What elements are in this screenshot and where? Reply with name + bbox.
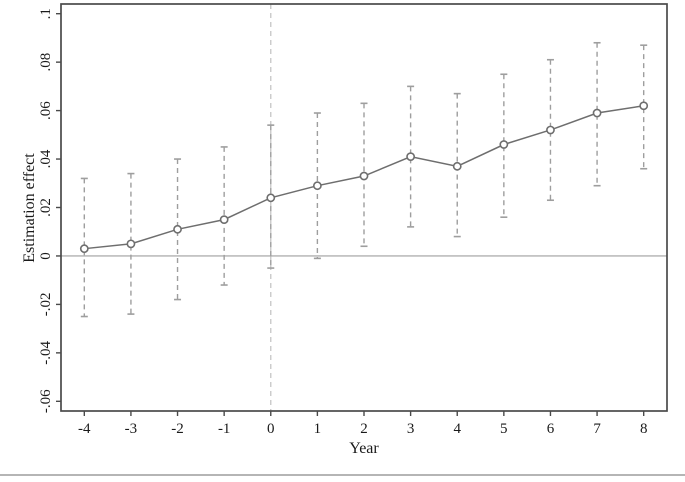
error-bar — [453, 92, 461, 238]
data-point-marker — [546, 125, 555, 135]
data-point-marker — [266, 193, 276, 203]
plot-frame — [60, 3, 668, 412]
data-point-marker — [359, 171, 369, 181]
x-tick-label: 4 — [453, 421, 461, 437]
error-bar — [80, 177, 88, 318]
data-point-marker — [173, 224, 182, 234]
data-point-marker — [452, 161, 462, 171]
y-tick-label: .04 — [38, 149, 54, 168]
y-tick-label: .08 — [38, 53, 54, 72]
reference-lines-layer — [61, 4, 667, 411]
data-point-marker — [126, 239, 136, 249]
error-bar — [360, 102, 368, 248]
tick-labels-layer: .1 .08 .06 .04 .02 0 -.02 -.04 -.06 -4 -3 -2 -1 0 1 2 3 4… — [38, 8, 647, 437]
y-tick-label: .1 — [38, 8, 54, 19]
x-tick-label: 5 — [500, 421, 508, 437]
y-tick-label: .06 — [38, 101, 54, 120]
error-bar — [500, 73, 508, 218]
x-tick-label: 0 — [267, 421, 275, 437]
data-point-marker — [219, 215, 229, 225]
error-bar — [220, 146, 228, 286]
data-point-marker — [312, 181, 322, 191]
data-point-marker — [592, 108, 602, 118]
x-tick-label: -3 — [125, 421, 138, 437]
error-bar — [267, 124, 275, 269]
data-point-marker — [499, 140, 509, 149]
error-bar — [593, 41, 601, 187]
y-tick-label: -.02 — [38, 293, 54, 317]
axis-ticks-layer — [56, 12, 645, 416]
y-tick-label: .02 — [38, 198, 54, 217]
x-tick-label: 8 — [640, 421, 648, 437]
x-tick-label: 2 — [360, 421, 368, 437]
x-tick-label: -2 — [171, 421, 184, 437]
x-tick-label: 6 — [547, 421, 555, 437]
y-tick-label: -.04 — [38, 341, 54, 365]
x-tick-label: 1 — [314, 421, 322, 437]
x-axis-title: Year — [349, 440, 379, 457]
x-tick-label: 3 — [407, 421, 415, 437]
data-point-marker — [79, 244, 89, 254]
error-bar — [127, 172, 135, 315]
y-tick-label: 0 — [38, 252, 54, 260]
data-point-marker — [639, 101, 649, 111]
plot-frame-layer — [60, 3, 668, 412]
page-bottom-divider — [0, 474, 685, 476]
error-bar — [640, 44, 648, 170]
x-tick-label: -1 — [218, 421, 231, 437]
x-tick-label: 7 — [593, 421, 601, 437]
y-axis-title: Estimation effect — [21, 153, 38, 263]
series-layer — [79, 101, 649, 254]
x-tick-label: -4 — [78, 421, 91, 437]
y-tick-label: -.06 — [38, 389, 54, 413]
error-bar — [546, 58, 554, 202]
data-point-marker — [406, 152, 416, 162]
error-bar — [407, 85, 415, 228]
error-bar — [174, 158, 182, 301]
